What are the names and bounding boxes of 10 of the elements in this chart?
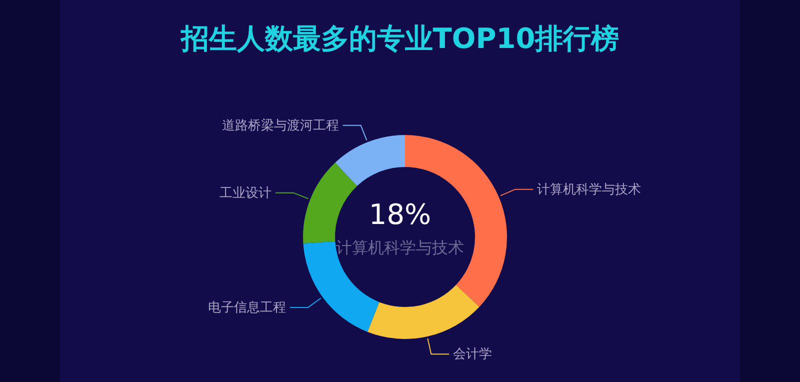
slice-label: 工业设计 <box>219 186 272 201</box>
slice-label: 电子信息工程 <box>208 300 286 316</box>
text: 计算机科学与技术 <box>335 238 465 259</box>
donut-slice <box>335 135 405 186</box>
slice-label: 会计学 <box>453 347 492 362</box>
text: 18% <box>368 198 432 231</box>
slice-label: 道路桥梁与渡河工程 <box>222 117 339 134</box>
chart-title: 招生人数最多的专业TOP10排行榜 <box>179 21 620 57</box>
donut-slice <box>367 284 480 339</box>
slice-label: 计算机科学与技术 <box>537 182 642 198</box>
